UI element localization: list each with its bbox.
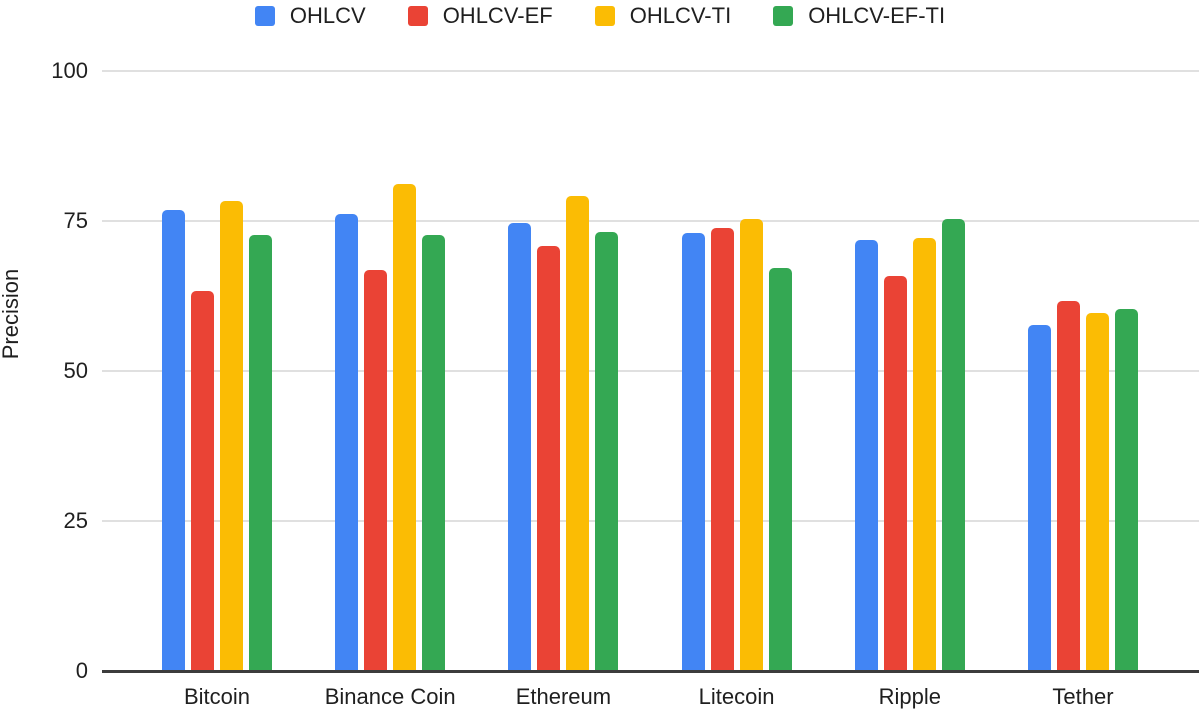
bar-tether-ohlcv-ef-ti: [1115, 309, 1138, 671]
bar-ripple-ohlcv-ef-ti: [941, 219, 965, 671]
y-tick-label-25: 25: [63, 508, 88, 533]
legend-label: OHLCV-TI: [629, 3, 732, 28]
bar-bitcoin-ohlcv-ti: [220, 201, 243, 671]
legend-swatch-icon: [594, 6, 615, 26]
bar-binance-coin-ohlcv-ef: [364, 269, 388, 671]
x-axis-line: [102, 670, 1199, 673]
bar-ethereum-ohlcv-ef-ti: [595, 232, 619, 671]
y-tick-label-100: 100: [51, 58, 88, 83]
bar-tether-ohlcv-ti: [1086, 312, 1109, 671]
gridline-50: [102, 370, 1199, 372]
bar-litecoin-ohlcv-ti: [739, 219, 763, 671]
legend-item-ohlcv: OHLCV: [254, 3, 366, 28]
bar-binance-coin-ohlcv: [335, 214, 359, 671]
y-tick-label-75: 75: [63, 208, 88, 233]
x-label-binance-coin: Binance Coin: [324, 684, 456, 709]
bar-bitcoin-ohlcv: [162, 209, 185, 671]
gridline-25: [102, 520, 1199, 522]
legend-swatch-icon: [254, 6, 275, 26]
legend-label: OHLCV: [289, 3, 366, 28]
bar-tether-ohlcv: [1028, 324, 1051, 671]
x-label-litecoin: Litecoin: [698, 684, 775, 709]
bar-binance-coin-ohlcv-ef-ti: [422, 234, 446, 671]
x-label-bitcoin: Bitcoin: [183, 684, 251, 709]
bar-tether-ohlcv-ef: [1057, 301, 1080, 671]
bar-ethereum-ohlcv-ef: [537, 246, 561, 671]
bar-bitcoin-ohlcv-ef: [191, 291, 214, 671]
chart-legend: OHLCV OHLCV-EF OHLCV-TI OHLCV-EF-TI: [0, 0, 1200, 32]
y-tick-label-0: 0: [75, 658, 88, 683]
bar-binance-coin-ohlcv-ti: [393, 184, 417, 671]
gridline-75: [102, 220, 1199, 222]
y-tick-label-50: 50: [63, 358, 88, 383]
bar-litecoin-ohlcv: [681, 233, 705, 671]
legend-swatch-icon: [407, 6, 428, 26]
bar-ethereum-ohlcv: [508, 222, 532, 671]
bar-ripple-ohlcv-ti: [912, 238, 936, 671]
bar-litecoin-ohlcv-ef-ti: [768, 268, 792, 671]
legend-label: OHLCV-EF: [442, 3, 553, 28]
legend-item-ohlcv-ef: OHLCV-EF: [407, 3, 553, 28]
gridline-100: [102, 70, 1199, 72]
x-label-ethereum: Ethereum: [515, 684, 612, 709]
bar-ripple-ohlcv: [854, 239, 878, 671]
legend-swatch-icon: [773, 6, 794, 26]
x-label-ripple: Ripple: [878, 684, 941, 709]
bar-litecoin-ohlcv-ef: [710, 228, 734, 671]
legend-item-ohlcv-ti: OHLCV-TI: [594, 3, 732, 28]
y-axis-title: Precision: [0, 268, 23, 360]
x-label-tether: Tether: [1052, 684, 1114, 709]
bar-ethereum-ohlcv-ti: [566, 195, 590, 671]
bar-bitcoin-ohlcv-ef-ti: [249, 234, 272, 671]
legend-item-ohlcv-ef-ti: OHLCV-EF-TI: [773, 5, 945, 27]
legend-label: OHLCV-EF-TI: [808, 3, 946, 28]
bar-ripple-ohlcv-ef: [883, 276, 907, 671]
